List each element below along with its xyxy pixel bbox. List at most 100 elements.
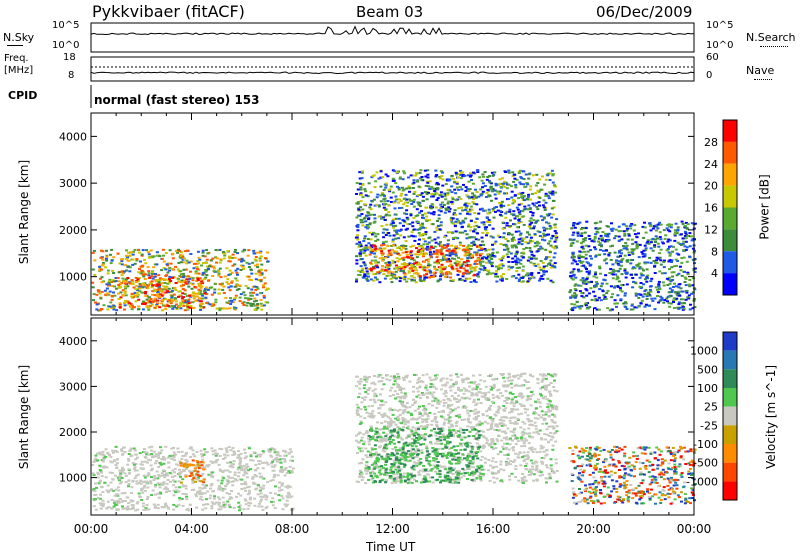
scatter-cell	[615, 302, 619, 305]
scatter-cell	[439, 275, 443, 278]
scatter-cell	[517, 222, 521, 224]
scatter-cell	[626, 238, 630, 241]
scatter-cell	[625, 272, 629, 275]
scatter-cell	[650, 297, 654, 300]
scatter-cell	[155, 305, 159, 307]
scatter-cell	[137, 248, 140, 251]
scatter-cell	[358, 382, 362, 385]
scatter-cell	[639, 282, 643, 284]
scatter-cell	[610, 222, 613, 225]
scatter-cell	[482, 444, 486, 447]
scatter-cell	[674, 285, 678, 288]
scatter-cell	[124, 500, 127, 502]
scatter-cell	[542, 265, 546, 268]
scatter-cell	[527, 193, 531, 196]
scatter-cell	[444, 198, 448, 201]
scatter-cell	[283, 458, 287, 461]
scatter-cell	[243, 451, 247, 454]
scatter-cell	[374, 235, 378, 238]
scatter-cell	[131, 283, 135, 286]
scatter-cell	[446, 243, 450, 246]
scatter-cell	[194, 270, 198, 273]
scatter-cell	[273, 451, 277, 454]
scatter-cell	[683, 302, 686, 305]
scatter-cell	[123, 450, 127, 453]
scatter-cell	[215, 307, 219, 310]
scatter-cell	[585, 307, 589, 310]
scatter-cell	[104, 466, 108, 469]
scatter-cell	[499, 186, 503, 188]
scatter-cell	[145, 451, 149, 454]
scatter-cell	[139, 479, 143, 482]
scatter-cell	[161, 455, 165, 458]
scatter-cell	[673, 233, 677, 236]
scatter-cell	[172, 494, 176, 497]
scatter-cell	[554, 245, 558, 248]
y-tick-label: 2000	[59, 224, 87, 237]
scatter-cell	[663, 259, 666, 262]
scatter-cell	[484, 228, 487, 231]
scatter-cell	[500, 263, 504, 265]
scatter-cell	[538, 235, 542, 237]
scatter-cell	[375, 171, 379, 174]
scatter-cell	[151, 284, 155, 287]
scatter-cell	[436, 236, 440, 239]
scatter-cell	[260, 498, 264, 501]
scatter-cell	[213, 288, 217, 291]
scatter-cell	[394, 182, 398, 185]
scatter-cell	[638, 276, 642, 279]
scatter-cell	[433, 238, 437, 241]
scatter-cell	[677, 307, 681, 310]
scatter-cell	[172, 446, 175, 449]
scatter-cell	[128, 282, 132, 285]
scatter-cell	[550, 207, 554, 210]
scatter-cell	[407, 250, 411, 253]
scatter-cell	[400, 267, 404, 270]
scatter-cell	[165, 285, 169, 288]
scatter-cell	[501, 177, 504, 180]
scatter-cell	[134, 276, 138, 279]
scatter-cell	[211, 275, 215, 277]
scatter-cell	[413, 402, 417, 404]
scatter-cell	[594, 255, 598, 258]
scatter-cell	[280, 471, 284, 473]
scatter-cell	[494, 275, 497, 278]
scatter-cell	[141, 308, 145, 311]
scatter-cell	[442, 266, 446, 269]
scatter-cell	[606, 307, 610, 310]
scatter-cell	[153, 275, 157, 278]
scatter-cell	[133, 291, 137, 294]
scatter-cell	[256, 287, 260, 290]
scatter-cell	[403, 278, 407, 281]
scatter-cell	[684, 232, 688, 234]
scatter-cell	[681, 242, 685, 245]
scatter-cell	[657, 283, 661, 286]
scatter-cell	[473, 212, 477, 214]
scatter-cell	[386, 254, 390, 257]
scatter-cell	[587, 281, 591, 284]
scatter-cell	[258, 269, 262, 272]
scatter-cell	[517, 211, 521, 214]
scatter-cell	[501, 221, 505, 224]
scatter-cell	[432, 271, 436, 274]
scatter-cell	[536, 382, 540, 385]
scatter-cell	[543, 229, 546, 232]
scatter-cell	[134, 458, 138, 461]
scatter-cell	[517, 220, 521, 223]
scatter-cell	[135, 502, 139, 505]
scatter-cell	[151, 301, 155, 303]
scatter-cell	[140, 291, 144, 294]
scatter-cell	[468, 175, 472, 178]
scatter-cell	[474, 238, 478, 241]
scatter-cell	[126, 505, 130, 508]
scatter-cell	[285, 495, 289, 498]
scatter-cell	[398, 280, 402, 283]
scatter-cell	[181, 276, 185, 279]
scatter-cell	[196, 299, 200, 302]
scatter-cell	[236, 273, 239, 276]
scatter-cell	[528, 249, 532, 252]
scatter-cell	[205, 464, 209, 467]
scatter-cell	[357, 208, 361, 211]
scatter-cell	[510, 275, 514, 278]
